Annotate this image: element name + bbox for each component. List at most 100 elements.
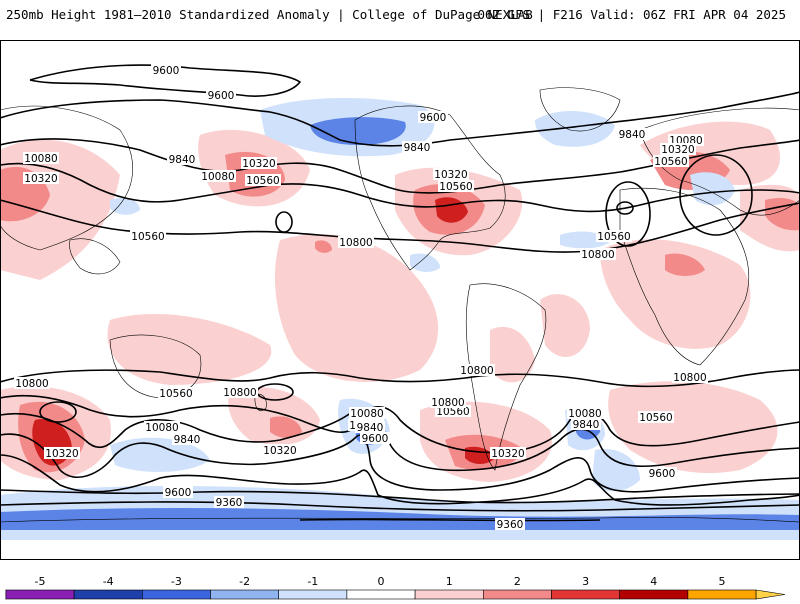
contour-10800-north <box>0 199 800 253</box>
svg-text:9600: 9600 <box>208 90 235 102</box>
svg-text:10560: 10560 <box>159 388 192 400</box>
contour-closed-low-pacific <box>275 211 293 233</box>
svg-text:9600: 9600 <box>420 112 447 124</box>
svg-text:9840: 9840 <box>174 434 201 446</box>
colorbar-segment <box>5 589 75 600</box>
contour-closed-low-atlantic <box>605 181 651 247</box>
contour-10320-north <box>0 162 800 213</box>
svg-text:9600: 9600 <box>165 487 192 499</box>
contour-label: 10320 <box>262 444 298 457</box>
svg-text:10080: 10080 <box>201 171 234 183</box>
svg-text:10800: 10800 <box>581 249 614 261</box>
contour-label: 10320 <box>44 447 80 460</box>
svg-text:10800: 10800 <box>223 387 256 399</box>
colorbar-segment <box>346 589 416 600</box>
svg-text:10320: 10320 <box>263 445 296 457</box>
contour-label: 9840 <box>355 421 385 434</box>
svg-text:9840: 9840 <box>357 422 384 434</box>
svg-text:9840: 9840 <box>619 129 646 141</box>
colorbar-tick-label: 4 <box>650 575 657 588</box>
colorbar-svg: -5 -4 -3 -2 -1 0 1 2 3 4 5 <box>5 575 786 600</box>
contour-10800-south <box>0 369 800 388</box>
colorbar-segment <box>619 589 689 600</box>
contour-label: 10320 <box>23 172 59 185</box>
svg-text:10560: 10560 <box>597 231 630 243</box>
svg-text:10080: 10080 <box>145 422 178 434</box>
contour-label: 10560 <box>438 180 474 193</box>
contour-label: 9840 <box>617 128 647 141</box>
svg-text:10560: 10560 <box>439 181 472 193</box>
contour-label: 9840 <box>172 433 202 446</box>
svg-text:9840: 9840 <box>404 142 431 154</box>
contour-label: 9360 <box>495 518 525 531</box>
svg-text:9600: 9600 <box>362 433 389 445</box>
contour-9840-south <box>0 454 800 506</box>
colorbar-tick-label: 5 <box>719 575 726 588</box>
contour-label: 10560 <box>596 230 632 243</box>
colorbar-tick-label: 0 <box>378 575 385 588</box>
map-title: 250mb Height 1981–2010 Standardized Anom… <box>6 7 533 22</box>
colorbar-tick-label: -5 <box>35 575 46 588</box>
contour-label: 9840 <box>402 141 432 154</box>
svg-text:10080: 10080 <box>568 408 601 420</box>
greenland-outline <box>539 87 621 132</box>
svg-text:10080: 10080 <box>24 153 57 165</box>
contour-label: 10320 <box>433 168 469 181</box>
colorbar-tick-label: -1 <box>307 575 318 588</box>
colorbar: -5 -4 -3 -2 -1 0 1 2 3 4 5 <box>0 570 800 600</box>
contour-label: 9840 <box>571 418 601 431</box>
svg-text:10800: 10800 <box>15 378 48 390</box>
contour-9360-south-inner <box>299 518 601 522</box>
svg-text:10560: 10560 <box>246 175 279 187</box>
contour-label: 10320 <box>660 143 696 156</box>
svg-text:9600: 9600 <box>649 468 676 480</box>
contour-label: 9840 <box>167 153 197 166</box>
contour-closed-low-europe <box>679 154 753 236</box>
model-valid-time: 06Z GFS | F216 Valid: 06Z FRI APR 04 202… <box>477 7 786 22</box>
australia-outline <box>109 334 202 399</box>
contour-closed-low-atlantic-inner <box>616 201 634 215</box>
contour-label: 10320 <box>241 157 277 170</box>
svg-text:9600: 9600 <box>153 65 180 77</box>
contour-9600-south <box>0 489 800 504</box>
colorbar-segment <box>142 589 211 600</box>
svg-text:10320: 10320 <box>434 169 467 181</box>
colorbar-tick-label: -2 <box>239 575 250 588</box>
colorbar-tick-label: -3 <box>171 575 182 588</box>
contour-label: 10560 <box>130 230 166 243</box>
svg-text:10560: 10560 <box>131 231 164 243</box>
contour-label: 9600 <box>151 64 181 77</box>
svg-text:10320: 10320 <box>45 448 78 460</box>
north-america-outline <box>354 105 506 271</box>
colorbar-segment <box>73 589 143 600</box>
svg-text:10320: 10320 <box>661 144 694 156</box>
maritime-asia-outline <box>69 238 121 275</box>
contour-label: 10320 <box>490 447 526 460</box>
colorbar-tick-label: 1 <box>446 575 453 588</box>
svg-text:10560: 10560 <box>436 406 469 418</box>
contour-label: 9600 <box>418 111 448 124</box>
svg-text:9360: 9360 <box>216 497 243 509</box>
colorbar-segments <box>5 589 786 600</box>
colorbar-tick-label: -4 <box>103 575 114 588</box>
contour-label: 10800 <box>672 371 708 384</box>
svg-text:10800: 10800 <box>673 372 706 384</box>
svg-text:10080: 10080 <box>350 408 383 420</box>
contour-label: 9360 <box>214 496 244 509</box>
contour-label: 10080 <box>144 421 180 434</box>
svg-text:10800: 10800 <box>460 365 493 377</box>
contour-label: 10080 <box>349 407 385 420</box>
colorbar-segment <box>687 589 757 600</box>
contour-label: 10800 <box>14 377 50 390</box>
contour-label: 10080 <box>200 170 236 183</box>
svg-text:10320: 10320 <box>242 158 275 170</box>
colorbar-max-arrow <box>755 589 786 600</box>
contour-label: 10800 <box>338 236 374 249</box>
svg-text:9840: 9840 <box>169 154 196 166</box>
colorbar-tick-label: 3 <box>582 575 589 588</box>
south-america-outline <box>465 283 547 471</box>
height-contours <box>0 64 800 522</box>
colorbar-segment <box>551 589 620 600</box>
contour-label: 10080 <box>567 407 603 420</box>
contour-label: 9600 <box>163 486 193 499</box>
